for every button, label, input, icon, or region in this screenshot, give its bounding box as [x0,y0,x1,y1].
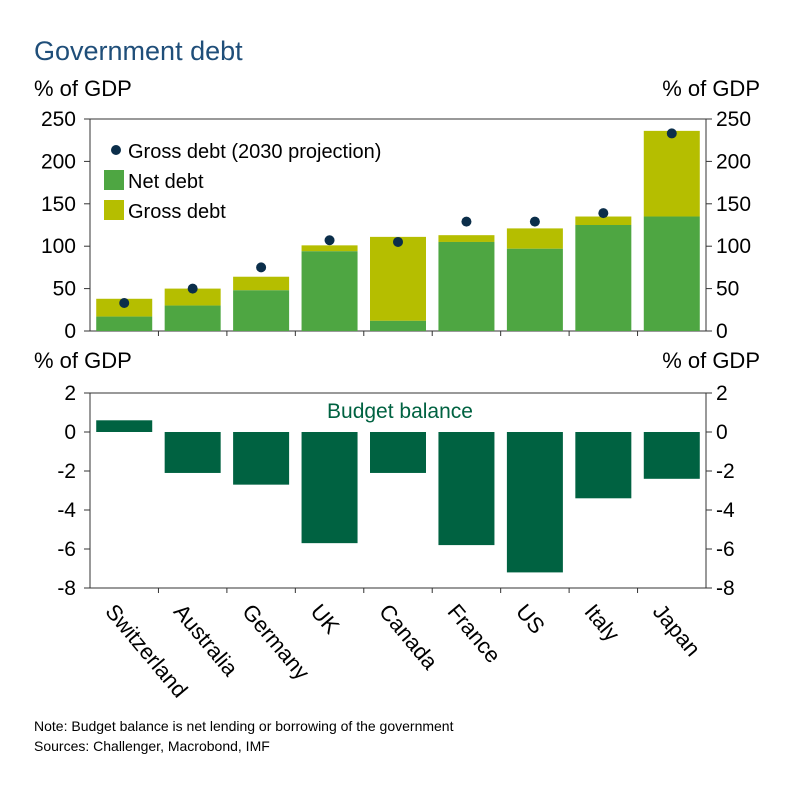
debt-ytick-label-right-100: 100 [716,235,751,258]
debt-ytick-label-right-200: 200 [716,150,751,173]
chart-title: Government debt [34,36,243,66]
debt-ytick-label-right-150: 150 [716,193,751,216]
budget-bar-us [506,432,563,573]
budget-bar-switzerland [96,420,153,432]
gross-debt-bar-canada [370,236,426,321]
budget-ytick-label-left-0: 0 [64,421,76,444]
net-debt-bar-uk [301,251,358,331]
gross-debt-bar-italy [575,216,632,225]
budget-ytick-label-left--6: -6 [57,538,76,561]
debt-ytick-label-left-50: 50 [53,278,76,301]
budget-ytick-label-left--8: -8 [57,577,76,600]
budget-bar-germany [233,432,290,485]
budget-ytick-label-right-0: 0 [716,421,728,444]
net-debt-bar-australia [164,305,221,331]
gross-debt-bar-australia [164,288,221,306]
legend-projection-marker [111,145,121,155]
budget-bar-australia [164,432,221,473]
budget-ytick-label-right-2: 2 [716,382,728,405]
net-debt-bar-switzerland [96,316,153,331]
net-debt-bar-us [506,248,563,331]
projection-dot-japan [666,128,677,139]
category-label-canada: Canada [374,599,443,675]
chart-note: Note: Budget balance is net lending or b… [34,718,454,734]
net-debt-bar-france [438,241,495,331]
budget-bar-japan [643,432,700,479]
category-label-france: France [443,599,506,668]
legend-net-debt-swatch [104,170,124,190]
legend-net-debt-label: Net debt [128,171,204,193]
debt-ytick-label-left-150: 150 [41,193,76,216]
projection-dot-us [529,216,540,227]
projection-dot-australia [187,283,198,294]
projection-dot-italy [598,208,609,219]
budget-ytick-label-right--4: -4 [716,499,735,522]
budget-ytick-label-right--2: -2 [716,460,735,483]
bottom-unit-left: % of GDP [34,348,132,373]
projection-dot-germany [256,262,267,273]
category-label-uk: UK [306,599,345,639]
budget-ytick-label-left--4: -4 [57,499,76,522]
top-unit-left: % of GDP [34,76,132,101]
gross-debt-bar-germany [233,276,290,291]
debt-ytick-label-right-0: 0 [716,320,728,343]
net-debt-bar-canada [370,320,426,331]
projection-dot-uk [324,235,335,246]
projection-dot-switzerland [119,298,130,309]
debt-legend: Gross debt (2030 projection) Net debt Gros… [104,141,381,223]
category-label-germany: Germany [237,599,314,684]
gross-debt-bar-france [438,235,495,242]
budget-panel: -8 -8 -6 -6 -4 -4 -2 -2 0 0 2 2 [57,382,735,600]
chart-sources: Sources: Challenger, Macrobond, IMF [34,738,270,754]
legend-projection-label: Gross debt (2030 projection) [128,141,381,163]
bottom-unit-right: % of GDP [662,348,760,373]
debt-panel: 0 0 50 50 100 100 150 150 200 200 250 250 Gross debt… [41,108,751,343]
budget-plot-frame [89,392,707,589]
net-debt-bar-italy [575,225,632,331]
gross-debt-bar-uk [301,245,358,252]
budget-ytick-label-right--8: -8 [716,577,735,600]
gross-debt-bar-us [506,228,563,249]
net-debt-bar-japan [643,216,700,331]
debt-ytick-label-left-0: 0 [64,320,76,343]
budget-ytick-label-left--2: -2 [57,460,76,483]
debt-ytick-label-right-250: 250 [716,108,751,131]
budget-ytick-label-left-2: 2 [64,382,76,405]
gross-debt-bar-japan [643,130,700,217]
category-label-us: US [511,599,550,638]
budget-ytick-label-right--6: -6 [716,538,735,561]
legend-gross-debt-label: Gross debt [128,201,226,223]
budget-balance-label: Budget balance [327,400,473,423]
category-label-japan: Japan [648,599,706,661]
net-debt-bar-germany [233,290,290,331]
projection-dot-canada [393,236,403,247]
category-label-australia: Australia [169,599,244,681]
legend-gross-debt-swatch [104,200,124,220]
debt-ytick-label-left-200: 200 [41,150,76,173]
budget-bar-canada [370,432,426,473]
budget-bar-italy [575,432,632,499]
debt-ytick-label-right-50: 50 [716,278,739,301]
debt-ytick-label-left-250: 250 [41,108,76,131]
category-label-italy: Italy [580,599,625,646]
projection-dot-france [461,216,472,227]
debt-ytick-label-left-100: 100 [41,235,76,258]
top-unit-right: % of GDP [662,76,760,101]
budget-bar-uk [301,432,358,544]
budget-bar-france [438,432,495,546]
